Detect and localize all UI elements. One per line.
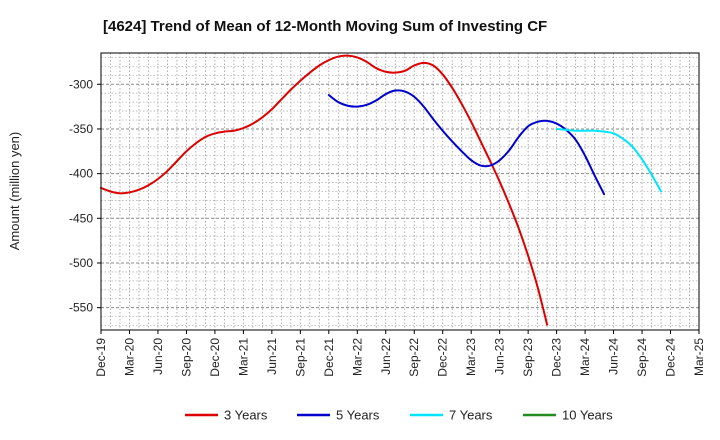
y-tick-label: -450 <box>69 211 93 225</box>
x-tick-label: Jun-24 <box>607 338 621 375</box>
x-tick-label: Mar-23 <box>464 338 478 376</box>
y-axis-ticks: -300 -350 -400 -450 -500 -550 <box>69 77 101 315</box>
x-tick-label: Mar-24 <box>578 338 592 376</box>
y-tick-label: -400 <box>69 167 93 181</box>
x-tick-label: Dec-19 <box>94 338 108 377</box>
series-line-1 <box>327 89 606 196</box>
x-tick-label: Dec-23 <box>550 338 564 377</box>
y-axis-label: Amount (million yen) <box>7 132 22 251</box>
x-axis-ticks: Dec-19 Mar-20 Jun-20 Sep-20 Dec-20 Mar-21 Jun-… <box>94 330 706 377</box>
y-tick-label: -300 <box>69 77 93 91</box>
x-tick-label: Mar-22 <box>350 338 364 376</box>
x-tick-label: Jun-20 <box>151 338 165 375</box>
x-tick-label: Dec-21 <box>322 338 336 377</box>
y-tick-label: -500 <box>69 256 93 270</box>
x-tick-label: Sep-20 <box>179 338 193 377</box>
x-tick-label: Jun-23 <box>493 338 507 375</box>
series-line-2 <box>555 127 663 193</box>
x-tick-label: Mar-20 <box>122 338 136 376</box>
x-tick-label: Sep-22 <box>407 338 421 377</box>
x-tick-label: Mar-25 <box>692 338 706 376</box>
plot-area-frame <box>100 52 700 331</box>
x-tick-label: Dec-24 <box>664 338 678 377</box>
legend-label-1: 5 Years <box>336 408 380 423</box>
x-tick-label: Sep-23 <box>521 338 535 377</box>
series-line-0 <box>100 54 549 326</box>
x-tick-label: Sep-24 <box>635 338 649 377</box>
x-tick-label: Mar-21 <box>236 338 250 376</box>
grid <box>101 53 699 330</box>
x-tick-label: Dec-20 <box>208 338 222 377</box>
series-lines <box>100 54 663 326</box>
x-tick-label: Jun-22 <box>379 338 393 375</box>
legend-label-3: 10 Years <box>562 408 613 423</box>
x-tick-label: Jun-21 <box>265 338 279 375</box>
y-tick-label: -550 <box>69 301 93 315</box>
chart-title: [4624] Trend of Mean of 12-Month Moving … <box>103 18 547 35</box>
legend-label-2: 7 Years <box>449 408 493 423</box>
legend-label-0: 3 Years <box>224 408 268 423</box>
legend: 3 Years 5 Years 7 Years 10 Years <box>185 408 613 423</box>
x-tick-label: Dec-22 <box>436 338 450 377</box>
y-tick-label: -350 <box>69 122 93 136</box>
x-tick-label: Sep-21 <box>293 338 307 377</box>
